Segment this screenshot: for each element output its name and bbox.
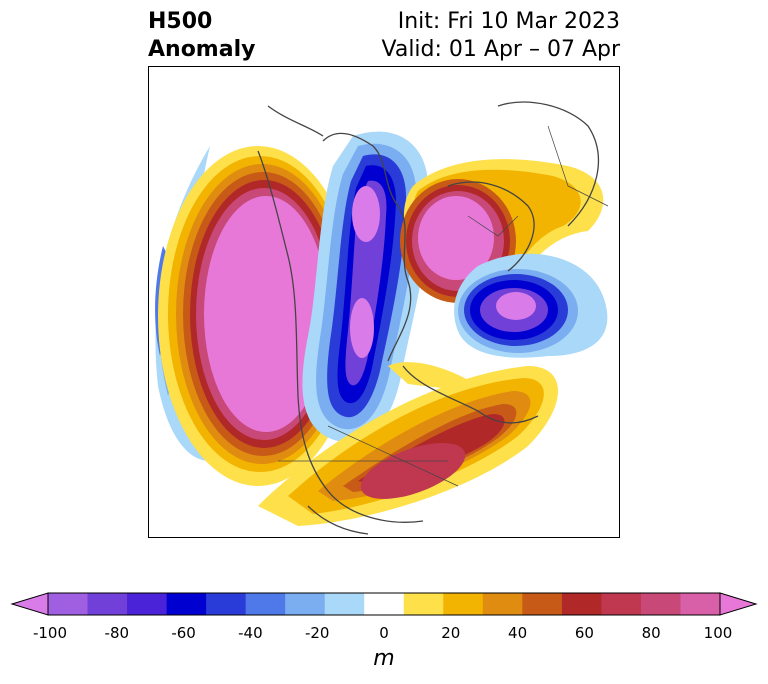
- colorbar-outline: [47, 592, 721, 616]
- colorbar-cell: [443, 593, 484, 615]
- colorbar-tick-label: -60: [171, 624, 196, 642]
- colorbar-cell: [206, 593, 247, 615]
- colorbar-cell: [364, 593, 405, 615]
- colorbar-tick-label: -80: [104, 624, 130, 642]
- greenland-ridge: [400, 159, 604, 305]
- colorbar-cell: [522, 593, 563, 615]
- colorbar-tick-label: -40: [238, 624, 263, 642]
- title-variable: H500: [148, 9, 213, 34]
- colorbar-tick-label: 0: [379, 624, 389, 642]
- central-trough: [302, 131, 429, 442]
- colorbar-cell: [285, 593, 326, 615]
- colorbar-cell: [87, 593, 128, 615]
- colorbar-cell: [680, 593, 721, 615]
- colorbar-cell: [640, 593, 681, 615]
- colorbar-tick-label: 20: [441, 624, 461, 642]
- colorbar-tick-label: -20: [304, 624, 330, 642]
- colorbar-tick-label: 100: [703, 624, 733, 642]
- colorbar-ticks: -100 -80 -60 -40 -20 0 20 40 60 80 100: [0, 624, 768, 644]
- colorbar-tick-label: -100: [32, 624, 68, 642]
- colorbar-cell: [166, 593, 207, 615]
- title-type: Anomaly: [148, 37, 256, 62]
- colorbar-cell: [482, 593, 523, 615]
- colorbar-tick-label: 40: [508, 624, 528, 642]
- colorbar-cell: [127, 593, 168, 615]
- colorbar-tick-label: 80: [641, 624, 661, 642]
- colorbar-cell: [403, 593, 444, 615]
- map-frame-border: [148, 66, 620, 538]
- colorbar-extend-high: [719, 592, 758, 616]
- borders: [278, 125, 609, 487]
- colorbar: [10, 592, 758, 616]
- init-date: Init: Fri 10 Mar 2023: [397, 9, 620, 34]
- colorbar-cell: [561, 593, 602, 615]
- colorbar-cell: [324, 593, 365, 615]
- anomaly-map: [148, 66, 620, 538]
- siberia-trough: [454, 253, 608, 358]
- map-title-right: Init: Fri 10 Mar 2023 Valid: 01 Apr – 07…: [382, 8, 621, 64]
- colorbar-unit: m: [373, 646, 395, 671]
- colorbar-cell: [601, 593, 642, 615]
- colorbar-cell: [48, 593, 89, 615]
- colorbar-cell: [245, 593, 286, 615]
- anomaly-field: [155, 131, 608, 526]
- map-title-left: H500 Anomaly: [148, 8, 255, 64]
- colorbar-extend-low: [10, 592, 49, 616]
- valid-range: Valid: 01 Apr – 07 Apr: [381, 37, 621, 62]
- colorbar-tick-label: 60: [574, 624, 594, 642]
